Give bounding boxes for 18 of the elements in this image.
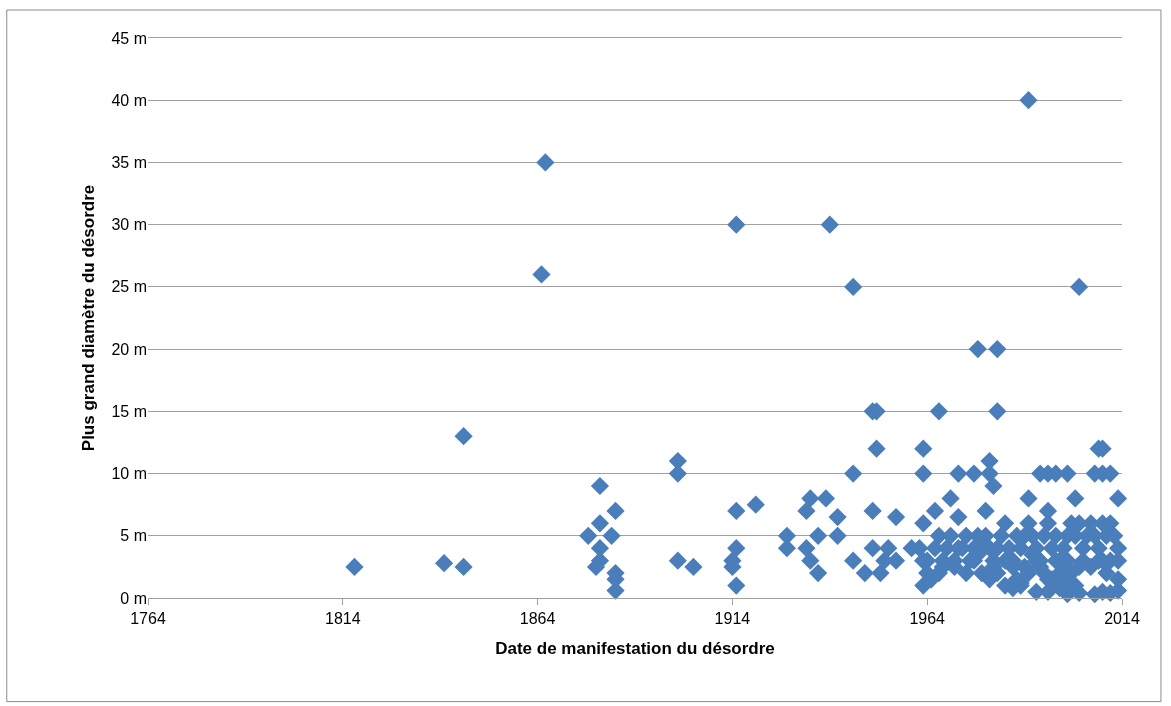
y-tick-label: 30 m bbox=[111, 216, 147, 234]
y-tick-label: 35 m bbox=[111, 154, 147, 172]
y-tick-label: 15 m bbox=[111, 402, 147, 420]
y-tick-label: 45 m bbox=[111, 29, 147, 47]
y-tick-label: 5 m bbox=[120, 527, 147, 545]
y-tick-label: 25 m bbox=[111, 278, 147, 296]
y-tick-label: 20 m bbox=[111, 340, 147, 358]
x-tick-label: 1764 bbox=[130, 610, 166, 628]
x-tick-label: 1864 bbox=[519, 610, 556, 628]
x-tick-label: 1914 bbox=[714, 610, 751, 628]
x-tick-label: 2014 bbox=[1104, 610, 1140, 628]
x-axis-title: Date de manifestation du désordre bbox=[495, 638, 775, 658]
y-axis-title: Plus grand diamètre du désordre bbox=[78, 184, 98, 452]
y-tick-label: 40 m bbox=[111, 91, 147, 109]
y-tick-label: 0 m bbox=[120, 589, 147, 607]
x-tick-label: 1814 bbox=[325, 610, 361, 628]
y-tick-label: 10 m bbox=[111, 465, 147, 483]
x-tick-label: 1964 bbox=[909, 610, 946, 628]
